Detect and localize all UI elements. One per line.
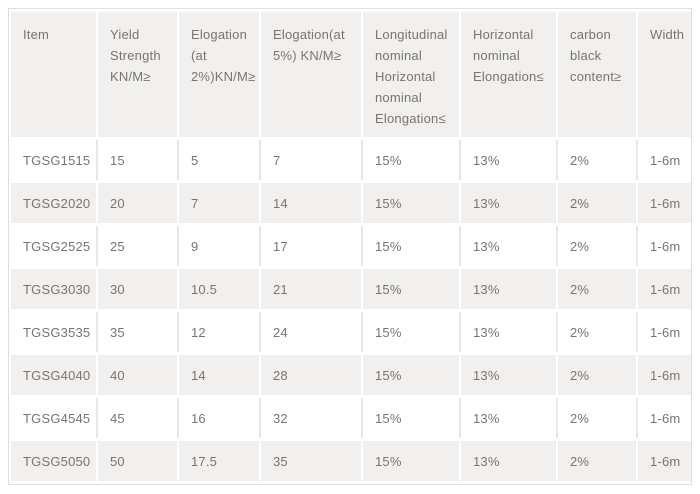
table-row: TGSG2525 25 9 17 15% 13% 2% 1-6m (11, 226, 691, 266)
value-cell: 1-6m (638, 183, 691, 223)
value-cell: 13% (461, 312, 556, 352)
value-cell: 7 (179, 183, 259, 223)
header-row: Item Yield Strength KN/M≥ Elogation (at … (11, 12, 691, 137)
value-cell: 17 (261, 226, 361, 266)
table-row: TGSG3030 30 10.5 21 15% 13% 2% 1-6m (11, 269, 691, 309)
value-cell: 15 (98, 140, 177, 180)
item-cell: TGSG1515 (11, 140, 96, 180)
value-cell: 15% (363, 441, 459, 481)
col-header-carbon-black: carbon black content≥ (558, 12, 636, 137)
value-cell: 2% (558, 355, 636, 395)
value-cell: 28 (261, 355, 361, 395)
item-cell: TGSG4545 (11, 398, 96, 438)
value-cell: 1-6m (638, 398, 691, 438)
value-cell: 45 (98, 398, 177, 438)
value-cell: 1-6m (638, 269, 691, 309)
value-cell: 2% (558, 269, 636, 309)
value-cell: 5 (179, 140, 259, 180)
value-cell: 40 (98, 355, 177, 395)
value-cell: 15% (363, 355, 459, 395)
table-row: TGSG4545 45 16 32 15% 13% 2% 1-6m (11, 398, 691, 438)
item-cell: TGSG4040 (11, 355, 96, 395)
value-cell: 15% (363, 398, 459, 438)
item-cell: TGSG5050 (11, 441, 96, 481)
item-cell: TGSG2020 (11, 183, 96, 223)
col-header-item: Item (11, 12, 96, 137)
item-cell: TGSG3535 (11, 312, 96, 352)
value-cell: 2% (558, 140, 636, 180)
value-cell: 2% (558, 226, 636, 266)
value-cell: 15% (363, 140, 459, 180)
value-cell: 1-6m (638, 441, 691, 481)
value-cell: 15% (363, 312, 459, 352)
value-cell: 2% (558, 398, 636, 438)
value-cell: 13% (461, 269, 556, 309)
table-row: TGSG2020 20 7 14 15% 13% 2% 1-6m (11, 183, 691, 223)
table-row: TGSG5050 50 17.5 35 15% 13% 2% 1-6m (11, 441, 691, 481)
col-header-longitudinal-elongation: Longitudinal nominal Horizontal nominal … (363, 12, 459, 137)
value-cell: 9 (179, 226, 259, 266)
value-cell: 50 (98, 441, 177, 481)
value-cell: 21 (261, 269, 361, 309)
col-header-width: Width (638, 12, 691, 137)
value-cell: 14 (261, 183, 361, 223)
value-cell: 35 (98, 312, 177, 352)
value-cell: 17.5 (179, 441, 259, 481)
value-cell: 13% (461, 140, 556, 180)
value-cell: 14 (179, 355, 259, 395)
spec-table-container: Item Yield Strength KN/M≥ Elogation (at … (8, 8, 692, 485)
value-cell: 1-6m (638, 312, 691, 352)
value-cell: 16 (179, 398, 259, 438)
value-cell: 15% (363, 269, 459, 309)
value-cell: 15% (363, 226, 459, 266)
value-cell: 13% (461, 183, 556, 223)
table-body: TGSG1515 15 5 7 15% 13% 2% 1-6m TGSG2020 20 7 14 15%… (11, 140, 691, 481)
value-cell: 25 (98, 226, 177, 266)
value-cell: 1-6m (638, 226, 691, 266)
item-cell: TGSG3030 (11, 269, 96, 309)
value-cell: 1-6m (638, 355, 691, 395)
spec-table: Item Yield Strength KN/M≥ Elogation (at … (9, 9, 693, 484)
value-cell: 1-6m (638, 140, 691, 180)
col-header-elogation-2pct: Elogation (at 2%)KN/M≥ (179, 12, 259, 137)
value-cell: 12 (179, 312, 259, 352)
value-cell: 2% (558, 183, 636, 223)
value-cell: 2% (558, 312, 636, 352)
value-cell: 35 (261, 441, 361, 481)
value-cell: 15% (363, 183, 459, 223)
col-header-elogation-5pct: Elogation(at 5%) KN/M≥ (261, 12, 361, 137)
value-cell: 20 (98, 183, 177, 223)
value-cell: 2% (558, 441, 636, 481)
item-cell: TGSG2525 (11, 226, 96, 266)
col-header-horizontal-elongation: Horizontal nominal Elongation≤ (461, 12, 556, 137)
value-cell: 13% (461, 226, 556, 266)
table-row: TGSG3535 35 12 24 15% 13% 2% 1-6m (11, 312, 691, 352)
value-cell: 32 (261, 398, 361, 438)
value-cell: 30 (98, 269, 177, 309)
value-cell: 7 (261, 140, 361, 180)
value-cell: 13% (461, 441, 556, 481)
col-header-yield-strength: Yield Strength KN/M≥ (98, 12, 177, 137)
table-row: TGSG4040 40 14 28 15% 13% 2% 1-6m (11, 355, 691, 395)
table-row: TGSG1515 15 5 7 15% 13% 2% 1-6m (11, 140, 691, 180)
value-cell: 24 (261, 312, 361, 352)
value-cell: 10.5 (179, 269, 259, 309)
value-cell: 13% (461, 355, 556, 395)
value-cell: 13% (461, 398, 556, 438)
